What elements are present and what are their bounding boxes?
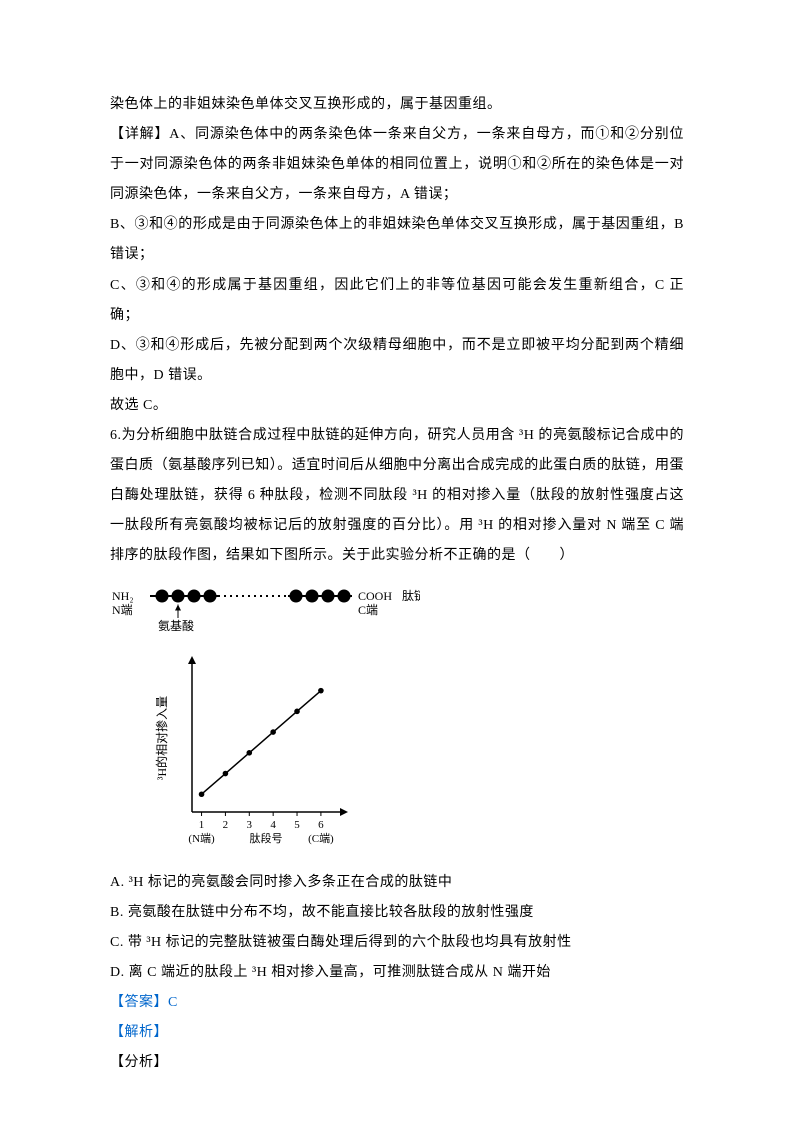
svg-text:氨基酸: 氨基酸 xyxy=(158,618,194,633)
svg-text:C端: C端 xyxy=(358,603,378,617)
option-b: B. 亮氨酸在肽链中分布不均，故不能直接比较各肽段的放射性强度 xyxy=(110,898,684,928)
svg-text:NH₂: NH₂ xyxy=(112,589,134,603)
svg-text:6: 6 xyxy=(318,819,324,831)
svg-text:4: 4 xyxy=(270,819,276,831)
svg-text:(C端): (C端) xyxy=(308,832,334,845)
q6-strikethrough: 的 xyxy=(340,421,355,451)
option-a: A. ³H 标记的亮氨酸会同时掺入多条正在合成的肽链中 xyxy=(110,868,684,898)
page: 染色体上的非姐妹染色单体交叉互换形成的，属于基因重组。 【详解】A、同源染色体中… xyxy=(0,0,794,1123)
option-d: D. 离 C 端近的肽段上 ³H 相对掺入量高，可推测肽链合成从 N 端开始 xyxy=(110,958,684,988)
q6-stem-a: 6.为分析细胞中肽链合成过程中肽链 xyxy=(110,428,340,443)
para-2: 【详解】A、同源染色体中的两条染色体一条来自父方，一条来自母方，而①和②分别位于… xyxy=(110,120,684,210)
svg-text:肽段号: 肽段号 xyxy=(250,831,283,845)
peptide-svg: NH₂N端 COOHC端 肽链氨基酸 xyxy=(110,578,420,638)
para-4: C、③和④的形成属于基因重组，因此它们上的非等位基因可能会发生重新组合，C 正确… xyxy=(110,271,684,331)
answer-value: C xyxy=(168,995,178,1010)
para-3: B、③和④的形成是由于同源染色体上的非姐妹染色单体交叉互换形成，属于基因重组，B… xyxy=(110,210,684,270)
fenxi-label: 【分析】 xyxy=(110,1048,684,1078)
svg-text:3: 3 xyxy=(247,819,253,831)
jiexi-label: 【解析】 xyxy=(110,1018,684,1048)
para-5: D、③和④形成后，先被分配到两个次级精母细胞中，而不是立即被平均分配到两个精细胞… xyxy=(110,331,684,391)
chart-svg: 1 2 3 4 5 6 (N端) (C端) 肽段号 ³H的相对掺入量 xyxy=(140,652,350,852)
strike-line xyxy=(340,436,355,437)
svg-text:(N端): (N端) xyxy=(188,832,215,845)
question-6-stem: 6.为分析细胞中肽链合成过程中肽链的延伸方向，研究人员用含 ³H 的亮氨酸标记合… xyxy=(110,421,684,571)
svg-text:2: 2 xyxy=(223,819,229,831)
svg-text:5: 5 xyxy=(294,819,300,831)
answer-label: 【答案】 xyxy=(110,995,168,1010)
peptide-diagram: NH₂N端 COOHC端 肽链氨基酸 xyxy=(110,578,684,650)
chart-block: 1 2 3 4 5 6 (N端) (C端) 肽段号 ³H的相对掺入量 xyxy=(140,652,684,864)
para-1: 染色体上的非姐妹染色单体交叉互换形成的，属于基因重组。 xyxy=(110,90,684,120)
svg-text:肽链: 肽链 xyxy=(402,588,420,603)
q6-stem-c: 延伸方向，研究人员用含 ³H 的亮氨酸标记合成中的蛋白质（氨基酸序列已知）。适宜… xyxy=(110,428,684,563)
svg-text:³H的相对掺入量: ³H的相对掺入量 xyxy=(154,695,169,779)
svg-text:1: 1 xyxy=(199,819,205,831)
option-c: C. 带 ³H 标记的完整肽链被蛋白酶处理后得到的六个肽段也均具有放射性 xyxy=(110,928,684,958)
svg-text:N端: N端 xyxy=(112,603,133,617)
answer-line: 【答案】C xyxy=(110,988,684,1018)
para-6: 故选 C。 xyxy=(110,391,684,421)
svg-text:COOH: COOH xyxy=(358,589,392,603)
